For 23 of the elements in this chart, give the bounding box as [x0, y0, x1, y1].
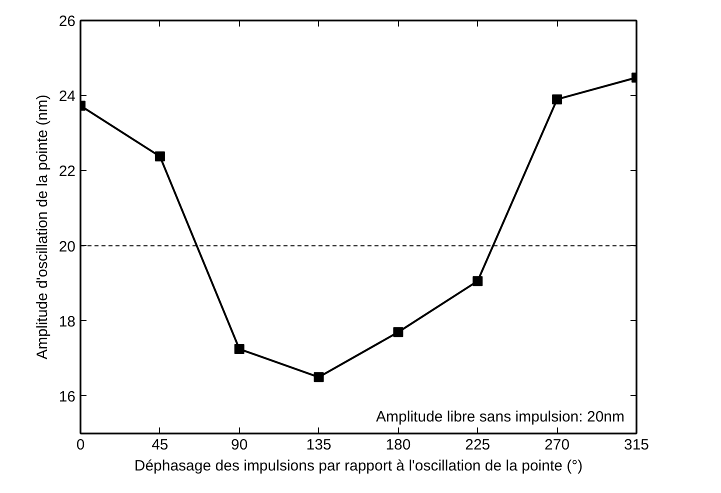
point	[154, 151, 165, 162]
y-tick-label: 20	[58, 238, 76, 256]
x-tick-label: 225	[465, 436, 490, 454]
point	[314, 372, 324, 382]
y-tick-label: 24	[58, 88, 76, 106]
point	[552, 94, 562, 104]
point	[472, 276, 483, 286]
point	[234, 344, 244, 354]
x-tick-label: 135	[306, 436, 332, 454]
point	[393, 327, 404, 338]
x-axis-title: Déphasage des impulsions par rapport à l'oscillation de la pointe (°)	[134, 458, 583, 474]
x-tick-label: 45	[152, 436, 168, 454]
x-tick-label: 315	[624, 436, 650, 454]
y-tick-label: 16	[58, 388, 76, 406]
y-tick-label: 22	[58, 163, 76, 180]
y-tick-label: 18	[58, 313, 76, 330]
x-tick-label: 180	[386, 436, 411, 454]
x-tick-label: 270	[544, 436, 570, 454]
y-axis-title: Amplitude d'oscillation de la pointe (nm)	[34, 94, 51, 360]
y-tick-label: 26	[58, 13, 76, 30]
x-tick-label: 0	[76, 436, 85, 454]
x-tick-label: 90	[231, 436, 248, 454]
annotation: Amplitude libre sans impulsion: 20nm	[376, 408, 624, 426]
